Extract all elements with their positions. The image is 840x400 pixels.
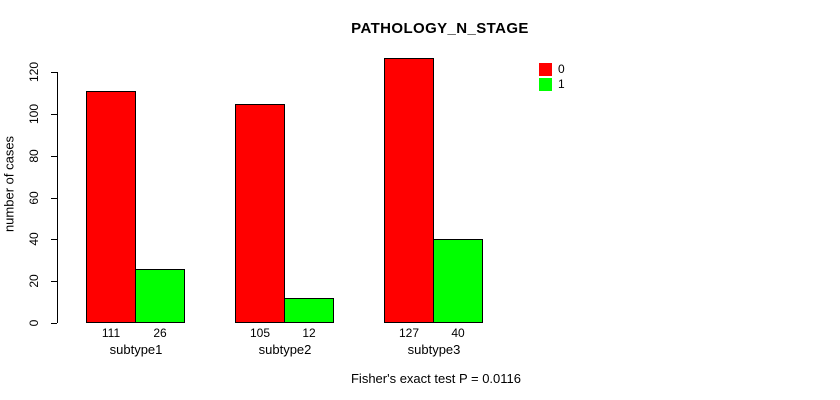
legend-item-1: 1 [539,78,565,91]
y-tick [51,239,57,241]
y-tick-label: 100 [27,103,41,125]
y-tick [51,114,57,115]
bar-value-label: 40 [451,326,465,340]
bar-subtype1-0 [86,91,136,323]
footer-note: Fisher's exact test P = 0.0116 [350,371,522,386]
y-tick [51,197,57,199]
bar-value-label: 12 [302,326,316,340]
x-category-label-subtype1: subtype1 [109,342,163,357]
y-axis-label: number of cases [1,135,17,233]
legend-label-0: 0 [558,62,565,76]
chart-title: PATHOLOGY_N_STAGE [351,20,529,37]
y-tick-label: 0 [27,319,41,327]
bar-value-label: 26 [153,326,167,340]
y-axis [57,72,58,323]
y-tick [51,323,57,324]
y-tick-label: 40 [27,232,41,247]
bar-subtype3-0 [384,57,434,323]
legend-item-0: 0 [539,63,565,76]
bar-value-label: 111 [101,326,121,340]
bar-value-label: 105 [249,326,271,340]
legend-swatch-1 [539,78,552,91]
x-category-label-subtype3: subtype3 [407,342,461,357]
bar-subtype3-1 [433,239,483,323]
y-tick [51,72,57,74]
legend: 0 1 [539,63,565,93]
y-tick-label: 60 [27,190,41,205]
legend-swatch-0 [539,63,552,76]
y-tick-label: 120 [27,62,41,83]
legend-label-1: 1 [558,77,565,91]
y-tick-label: 80 [27,149,41,163]
bar-value-label: 127 [398,326,420,340]
y-tick-label: 20 [27,274,41,288]
y-tick [51,155,57,157]
y-tick [51,281,57,283]
bar-subtype2-1 [284,297,334,323]
bar-subtype1-1 [135,268,185,323]
x-category-label-subtype2: subtype2 [258,342,312,357]
bar-subtype2-0 [235,103,285,323]
